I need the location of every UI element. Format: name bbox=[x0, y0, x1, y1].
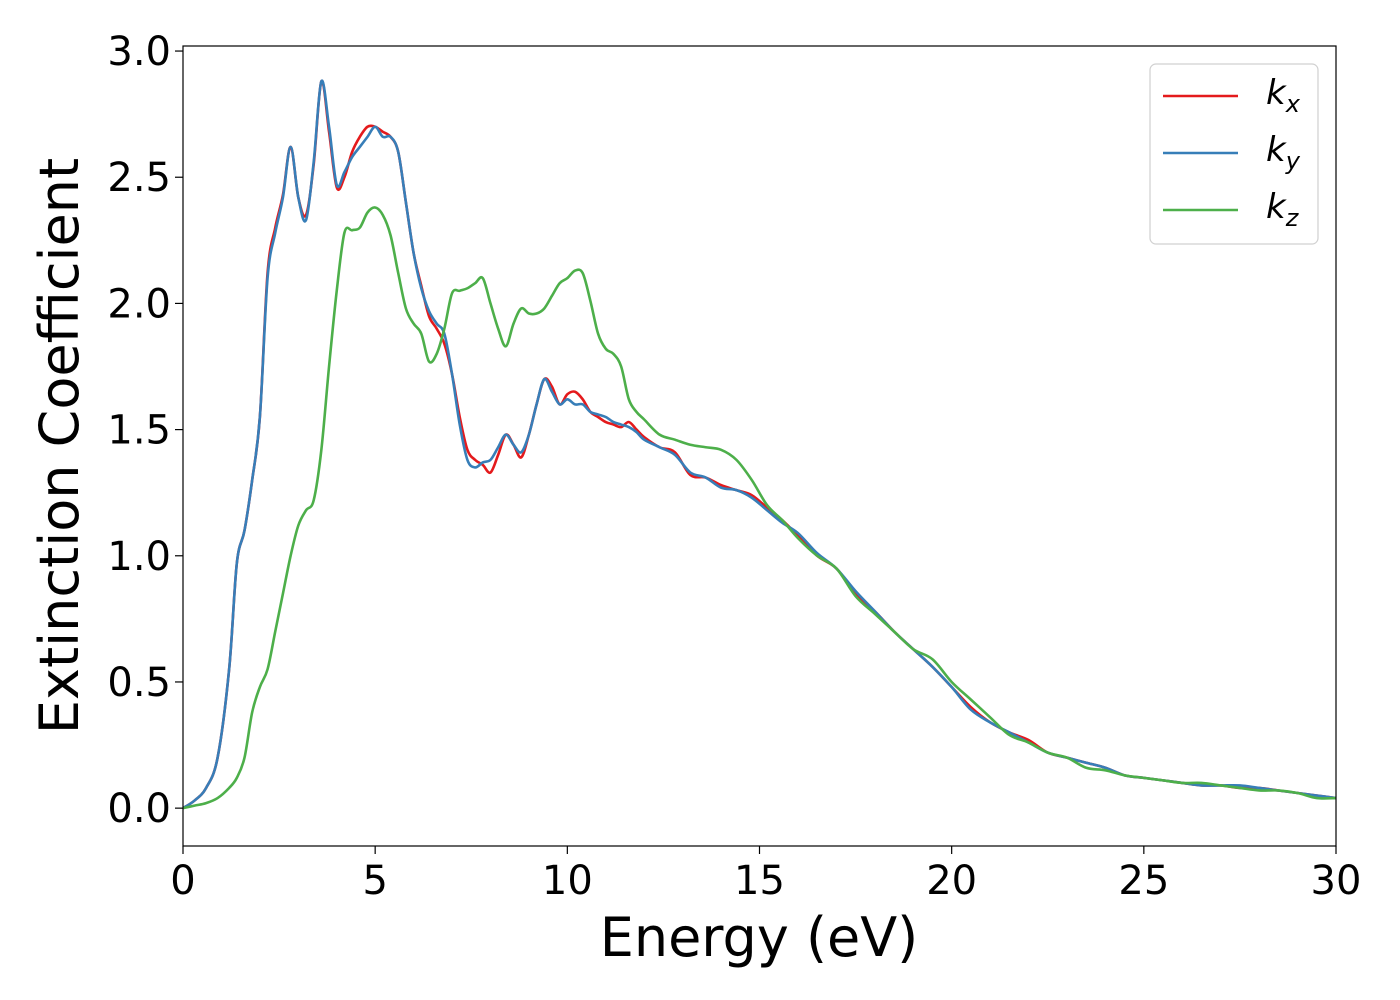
y-tick-label: 0.0 bbox=[107, 786, 171, 832]
x-tick-label: 0 bbox=[170, 858, 195, 904]
x-tick-label: 5 bbox=[362, 858, 387, 904]
x-tick-label: 15 bbox=[734, 858, 785, 904]
y-tick-label: 2.5 bbox=[107, 155, 171, 201]
x-tick-label: 20 bbox=[926, 858, 977, 904]
x-axis-ticks: 0 5 10 15 20 25 30 bbox=[170, 846, 1361, 904]
y-tick-label: 1.5 bbox=[107, 408, 171, 454]
legend-label-z: kz bbox=[1266, 187, 1300, 232]
x-tick-label: 30 bbox=[1311, 858, 1362, 904]
y-tick-label: 1.0 bbox=[107, 534, 171, 580]
series-line-z bbox=[183, 206, 1336, 810]
series-layer bbox=[183, 79, 1336, 810]
y-axis-label: Extinction Coefficient bbox=[28, 158, 91, 734]
x-tick-label: 10 bbox=[542, 858, 593, 904]
legend-label-x: kx bbox=[1266, 73, 1301, 118]
plot-background bbox=[183, 46, 1336, 846]
legend: kx ky kz bbox=[1149, 63, 1319, 245]
y-tick-label: 2.0 bbox=[107, 281, 171, 327]
x-axis-label: Energy (eV) bbox=[600, 906, 919, 969]
legend-label-y: ky bbox=[1266, 130, 1301, 175]
y-tick-label: 0.5 bbox=[107, 660, 171, 706]
x-tick-label: 25 bbox=[1118, 858, 1169, 904]
y-axis-ticks: 0.0 0.5 1.0 1.5 2.0 2.5 3.0 bbox=[107, 29, 183, 832]
y-tick-label: 3.0 bbox=[107, 29, 171, 75]
